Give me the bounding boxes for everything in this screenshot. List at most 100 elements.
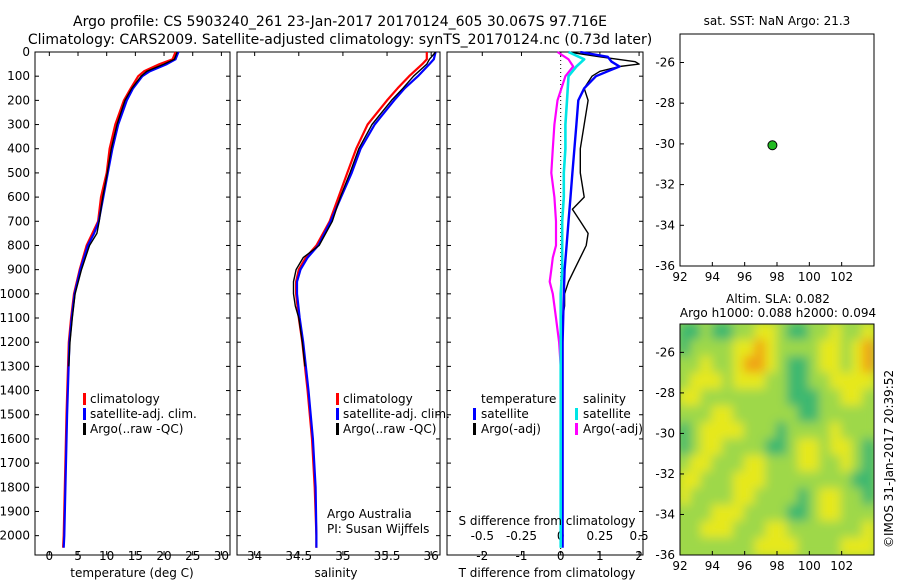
sst-map-title: sat. SST: NaN Argo: 21.3 <box>704 14 851 28</box>
sla-heatmap-cell <box>732 324 746 342</box>
sla-heatmap-cell <box>680 504 692 523</box>
temperature-legend-swatch-satellite <box>83 408 86 420</box>
sla-heatmap-cell <box>689 471 703 490</box>
sla-heatmap-cell <box>689 521 703 540</box>
sla-heatmap-cell <box>776 488 789 507</box>
temperature-xtick-label: 15 <box>128 549 143 563</box>
salinity-series-argo <box>292 51 437 367</box>
temperature-xtick-label: 30 <box>214 549 229 563</box>
sla-heatmap-cell <box>776 471 789 490</box>
sst-map-ytick-label: -32 <box>655 178 675 192</box>
sla-heatmap-cell <box>732 504 746 523</box>
sla-heatmap-cell <box>829 389 843 408</box>
sla-heatmap-cell <box>700 324 714 342</box>
sla-heatmap-cell <box>700 405 714 424</box>
depth-tick-label: 1900 <box>0 504 30 518</box>
sla-heatmap-cell <box>797 471 811 490</box>
sst-map-xtick-label: 98 <box>769 270 784 284</box>
sla-heatmap-cell <box>732 537 746 555</box>
salinity-xlabel: salinity <box>314 566 357 580</box>
sla-heatmap-cell <box>765 521 778 540</box>
sla-heatmap-cell <box>722 372 735 391</box>
sst-map-xtick-label: 94 <box>705 270 720 284</box>
sla-heatmap-cell <box>722 504 735 523</box>
sla-heatmap-cell <box>808 455 822 474</box>
depth-tick-label: 1600 <box>0 432 30 446</box>
salinity-frame <box>236 51 441 556</box>
sla-map-xtick-label: 92 <box>672 559 687 573</box>
sla-heatmap-cell <box>711 537 725 555</box>
depth-tick-label: 300 <box>7 118 30 132</box>
sla-heatmap-cell <box>722 405 735 424</box>
sla-heatmap-cell <box>829 504 843 523</box>
sla-blurred-layer <box>680 324 874 555</box>
temperature-legend-climatology: climatology <box>90 392 160 406</box>
sla-heatmap-cell <box>754 488 768 507</box>
depth-tick-label: 1100 <box>0 311 30 325</box>
sla-heatmap-cell <box>786 455 800 474</box>
sla-heatmap-cell <box>689 537 703 555</box>
sla-heatmap-cell <box>776 504 789 523</box>
sla-heatmap-cell <box>722 471 735 490</box>
difference-xlabel: T difference from climatology <box>458 566 636 580</box>
sla-heatmap-cell <box>808 471 822 490</box>
sla-heatmap-cell <box>808 389 822 408</box>
sla-heatmap-cell <box>829 438 843 457</box>
sla-heatmap-cell <box>689 438 703 457</box>
sla-heatmap-cell <box>819 356 832 375</box>
figure-title-line2: Climatology: CARS2009. Satellite-adjuste… <box>28 32 652 48</box>
sla-heatmap-cell <box>797 339 811 358</box>
sla-heatmap-cell <box>700 339 714 358</box>
difference-legend-swatch-sal-satellite <box>575 408 578 420</box>
sla-heatmap-cell <box>765 372 778 391</box>
sla-heatmap-cell <box>743 422 757 441</box>
sla-heatmap-cell <box>829 405 843 424</box>
sla-map-title-line2: Argo h1000: 0.088 h2000: 0.094 <box>680 306 876 320</box>
sla-heatmap-cell <box>786 405 800 424</box>
sla-heatmap-cell <box>689 356 703 375</box>
sla-heatmap-cell <box>776 405 789 424</box>
sla-heatmap-cell <box>776 455 789 474</box>
sla-heatmap-cell <box>851 537 865 555</box>
sla-heatmap-cell <box>776 356 789 375</box>
sla-heatmap-cell <box>754 372 768 391</box>
sla-heatmap-cell <box>743 537 757 555</box>
sla-heatmap-cell <box>819 537 832 555</box>
sla-heatmap-cell <box>851 324 865 342</box>
depth-tick-label: 100 <box>7 69 30 83</box>
sla-heatmap-cell <box>680 537 692 555</box>
sla-heatmap-cell <box>711 504 725 523</box>
differences-xtick-label: 2 <box>635 549 643 563</box>
sla-heatmap-cell <box>851 422 865 441</box>
sla-heatmap-cell <box>732 372 746 391</box>
sla-heatmap-cell <box>765 488 778 507</box>
sla-heatmap-cell <box>862 504 874 523</box>
temperature-series-argo <box>68 51 178 367</box>
sla-heatmap-cell <box>797 356 811 375</box>
sla-heatmap-cell <box>732 521 746 540</box>
sla-heatmap-cell <box>754 389 768 408</box>
sla-heatmap-cell <box>851 356 865 375</box>
temperature-panel: 0100200300400500600700800900100011001200… <box>0 45 231 563</box>
sla-heatmap-cell <box>829 422 843 441</box>
sla-heatmap-cell <box>819 504 832 523</box>
sla-heatmap-cell <box>743 372 757 391</box>
sla-heatmap-cell <box>700 488 714 507</box>
sla-heatmap-cell <box>765 438 778 457</box>
sla-heatmap-cell <box>786 471 800 490</box>
sla-heatmap-cell <box>765 455 778 474</box>
sla-heatmap-cell <box>819 422 832 441</box>
sla-heatmap-cell <box>722 537 735 555</box>
sla-heatmap-cell <box>689 504 703 523</box>
sla-heatmap-cell <box>711 356 725 375</box>
sla-heatmap-cell <box>711 422 725 441</box>
sla-heatmap-cell <box>680 405 692 424</box>
sla-heatmap-cell <box>680 471 692 490</box>
sla-heatmap-cell <box>765 537 778 555</box>
sla-heatmap-cell <box>819 521 832 540</box>
sla-heatmap-cell <box>732 356 746 375</box>
sla-heatmap-cell <box>840 339 854 358</box>
depth-tick-label: 1500 <box>0 408 30 422</box>
sla-map-xtick-label: 94 <box>705 559 720 573</box>
sla-heatmap-cell <box>776 372 789 391</box>
